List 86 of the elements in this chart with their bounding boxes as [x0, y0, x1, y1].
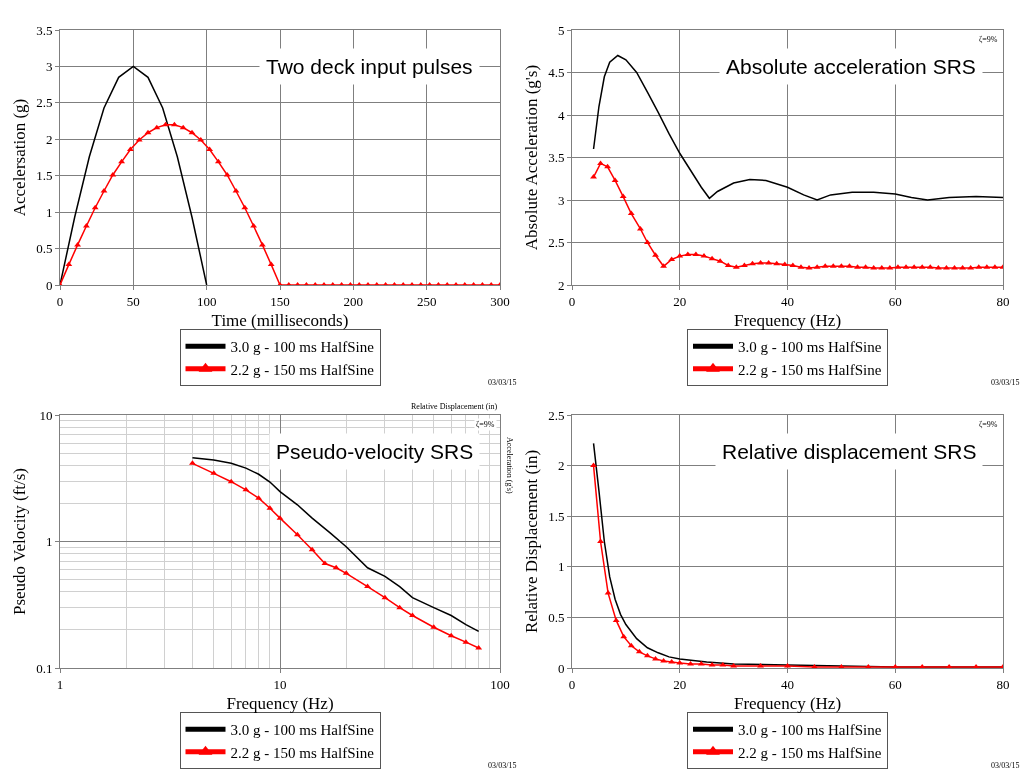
x-tick-label: 0 — [568, 293, 576, 309]
annotation: ζ=9% — [476, 420, 495, 429]
line-series — [60, 65, 208, 285]
x-tick-label: 100 — [490, 676, 510, 692]
y-tick-label: 2.5 — [548, 407, 565, 423]
y-tick-label: 2.5 — [548, 235, 565, 251]
x-tick-label: 80 — [996, 676, 1010, 692]
point — [619, 193, 627, 199]
y-axis-title: Relative Displacement (in) — [521, 449, 541, 634]
point — [620, 633, 628, 639]
x-axis-title: Frequency (Hz) — [226, 694, 334, 713]
x-tick-label: 10 — [273, 676, 287, 692]
text: Pseudo-velocity SRS — [276, 440, 474, 463]
x-axis-title: Time (milliseconds) — [211, 311, 349, 330]
x-tick-label: 40 — [781, 676, 794, 692]
y-tick-label: 3 — [557, 192, 565, 208]
text: 03/03/15 — [991, 378, 1020, 387]
y-tick-label: 3.5 — [548, 150, 565, 166]
point — [854, 264, 861, 269]
y-tick-label: 0.5 — [548, 609, 565, 625]
point — [652, 252, 659, 257]
x-tick-label: 300 — [490, 293, 510, 309]
y-tick-label: 4 — [557, 107, 565, 123]
legend-label: 2.2 g - 150 ms HalfSine — [738, 361, 882, 378]
point — [846, 263, 853, 268]
text: Two deck input pulses — [266, 55, 473, 78]
point — [170, 121, 178, 127]
x-tick-label: 60 — [888, 293, 902, 309]
legend-label: 3.0 g - 100 ms HalfSine — [738, 339, 882, 356]
x-tick-label: 200 — [343, 293, 364, 309]
text: 03/03/15 — [488, 378, 517, 387]
y-tick-label: 0.5 — [36, 241, 53, 257]
legend-label: 2.2 g - 150 ms HalfSine — [738, 744, 882, 761]
y-tick-label: 1 — [45, 204, 53, 220]
x-tick-label: 1 — [56, 676, 64, 692]
y-axis-title: Pseudo Velocity (ft/s) — [9, 467, 29, 616]
text: Relative Displacement (in) — [411, 402, 498, 411]
y-tick-label: 1.5 — [548, 508, 565, 524]
x-axis-title: Frequency (Hz) — [733, 694, 842, 713]
y-tick-label: 2 — [557, 277, 565, 293]
annotation: ζ=9% — [979, 35, 998, 44]
point — [708, 255, 716, 261]
x-tick-label: 0 — [568, 676, 576, 692]
x-tick-label: 20 — [673, 293, 687, 309]
x-tick-label: 150 — [270, 293, 290, 309]
annotation: ζ=9% — [979, 420, 998, 429]
y-tick-label: 4.5 — [548, 65, 565, 81]
legend-label: 3.0 g - 100 ms HalfSine — [230, 722, 375, 739]
line-series — [592, 54, 1003, 201]
point — [951, 265, 958, 270]
legend-label: 3.0 g - 100 ms HalfSine — [738, 722, 882, 739]
legend-label: 2.2 g - 150 ms HalfSine — [230, 744, 375, 761]
text: Absolute acceleration SRS — [726, 55, 976, 78]
point — [267, 261, 275, 267]
text: Acceleration (g's) — [505, 437, 514, 495]
y-tick-label: 0.1 — [36, 660, 53, 676]
point — [590, 462, 598, 468]
x-tick-label: 100 — [196, 293, 217, 309]
y-tick-label: 2 — [557, 458, 565, 474]
legend-label: 2.2 g - 150 ms HalfSine — [230, 361, 375, 378]
point — [162, 121, 170, 127]
x-axis-title: Frequency (Hz) — [733, 311, 842, 330]
x-tick-label: 250 — [416, 293, 437, 309]
legend-label: 3.0 g - 100 ms HalfSine — [230, 339, 375, 356]
x-tick-label: 50 — [126, 293, 140, 309]
text: 03/03/15 — [991, 761, 1020, 770]
y-tick-label: 0 — [557, 660, 565, 676]
y-tick-label: 1.5 — [36, 168, 53, 184]
text: 03/03/15 — [488, 761, 517, 770]
y-axis-title: Accelersation (g) — [9, 98, 29, 217]
y-tick-label: 2 — [45, 131, 53, 147]
y-tick-label: 10 — [39, 407, 53, 423]
text: Relative displacement SRS — [722, 440, 977, 463]
y-tick-label: 3.5 — [36, 22, 53, 38]
y-tick-label: 1 — [45, 534, 53, 550]
x-tick-label: 0 — [56, 293, 64, 309]
y-tick-label: 0 — [45, 277, 53, 293]
y-tick-label: 5 — [557, 22, 565, 38]
y-axis-title: Absolute Acceleration (g's) — [521, 64, 541, 251]
y-tick-label: 2.5 — [36, 95, 53, 111]
y-tick-label: 3 — [45, 58, 53, 74]
x-tick-label: 80 — [996, 293, 1010, 309]
x-tick-label: 40 — [781, 293, 794, 309]
y-tick-label: 1 — [557, 559, 565, 575]
x-tick-label: 20 — [673, 676, 687, 692]
x-tick-label: 60 — [888, 676, 902, 692]
